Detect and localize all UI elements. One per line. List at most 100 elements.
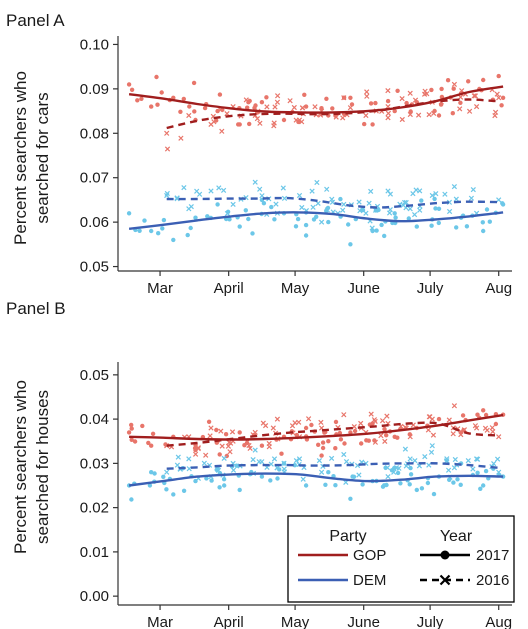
panel-b-point-dem-2016 bbox=[470, 466, 476, 472]
panel-b-point-dem-2017 bbox=[221, 477, 227, 482]
panel-a-point-dem-2016 bbox=[403, 199, 409, 206]
panel-a-point-gop-2016 bbox=[291, 104, 297, 111]
panel-a-point-gop-2016 bbox=[421, 91, 428, 97]
panel-b-point-gop-2017 bbox=[316, 442, 321, 447]
panel-a-point-dem-2016 bbox=[340, 207, 346, 213]
panel-b-point-gop-2017 bbox=[206, 419, 212, 424]
panel-a-point-gop-2017 bbox=[385, 98, 391, 104]
panel-a-point-gop-2017 bbox=[259, 100, 265, 105]
panel-a-point-dem-2017 bbox=[205, 214, 210, 219]
panel-a-y-tick-label: 0.06 bbox=[80, 214, 109, 231]
panel-b-point-dem-2016 bbox=[293, 457, 300, 464]
panel-b-point-dem-2017 bbox=[333, 483, 338, 488]
panel-a-point-gop-2017 bbox=[135, 98, 140, 103]
panel-b-point-dem-2016 bbox=[300, 476, 306, 482]
panel-a-point-gop-2016 bbox=[451, 81, 458, 88]
panel-b-point-gop-2017 bbox=[146, 440, 151, 446]
panel-b-point-gop-2016 bbox=[226, 439, 232, 446]
panel-b-point-gop-2016 bbox=[430, 432, 437, 438]
panel-a-point-gop-2017 bbox=[499, 103, 504, 108]
panel-b-x-tick-label: June bbox=[347, 614, 380, 629]
panel-a-point-dem-2016 bbox=[413, 187, 419, 193]
panel-b-fit-line-gop-2017 bbox=[129, 413, 504, 441]
panel-a-point-dem-2016 bbox=[417, 188, 423, 194]
legend-2016-label: 2016 bbox=[476, 572, 509, 589]
panel-b-point-dem-2016 bbox=[445, 467, 452, 473]
panel-a-ylabel-line2: searched for cars bbox=[33, 92, 52, 223]
panel-b-point-dem-2017 bbox=[408, 472, 414, 477]
panel-a-point-gop-2017 bbox=[370, 122, 375, 127]
panel-b-point-gop-2016 bbox=[450, 431, 456, 437]
panel-a-point-dem-2016 bbox=[357, 208, 363, 214]
panel-a-point-dem-2017 bbox=[293, 224, 299, 229]
panel-b-point-gop-2017 bbox=[150, 431, 156, 436]
panel-a-y-tick-label: 0.08 bbox=[80, 125, 109, 142]
panel-b-point-gop-2017 bbox=[326, 439, 331, 444]
panel-a-point-gop-2016 bbox=[333, 114, 339, 120]
panel-b-point-dem-2016 bbox=[343, 458, 350, 465]
panel-a-point-gop-2017 bbox=[302, 92, 307, 98]
panel-a-point-dem-2017 bbox=[436, 220, 441, 226]
panel-a-x-tick-label: June bbox=[347, 280, 380, 297]
panel-a-point-dem-2016 bbox=[224, 210, 231, 217]
panel-b-point-gop-2017 bbox=[352, 428, 358, 434]
panel-b-point-dem-2017 bbox=[234, 463, 239, 468]
panel-b-point-dem-2017 bbox=[481, 483, 486, 488]
panel-a-point-gop-2016 bbox=[164, 146, 171, 152]
panel-b-point-gop-2017 bbox=[483, 412, 489, 418]
panel-b-point-dem-2017 bbox=[360, 482, 365, 487]
legend-gop-label: GOP bbox=[353, 547, 386, 564]
panel-a-point-dem-2017 bbox=[137, 228, 142, 233]
panel-b-point-gop-2017 bbox=[132, 439, 138, 444]
panel-a-point-gop-2017 bbox=[236, 122, 241, 127]
panel-b-point-dem-2016 bbox=[250, 456, 256, 463]
panel-a-point-dem-2016 bbox=[366, 200, 372, 206]
panel-b-point-dem-2016 bbox=[474, 456, 481, 462]
panel-b-point-gop-2016 bbox=[270, 425, 276, 431]
panel-b-point-dem-2017 bbox=[149, 470, 154, 475]
panel-b-point-gop-2016 bbox=[358, 420, 364, 427]
panel-a-point-gop-2017 bbox=[191, 80, 197, 86]
panel-a-point-dem-2017 bbox=[188, 225, 193, 231]
panel-b-y-tick-label: 0.03 bbox=[80, 455, 109, 472]
panel-a-point-dem-2017 bbox=[237, 224, 242, 229]
panel-b-point-gop-2017 bbox=[337, 430, 343, 436]
panel-a-point-gop-2017 bbox=[192, 109, 197, 114]
panel-b-point-dem-2016 bbox=[174, 462, 181, 468]
panel-b-y-tick-label: 0.02 bbox=[80, 500, 109, 517]
panel-a-point-dem-2016 bbox=[164, 190, 170, 197]
panel-b-point-gop-2016 bbox=[229, 429, 236, 435]
panel-a-point-gop-2016 bbox=[457, 106, 463, 112]
panel-b-point-dem-2016 bbox=[318, 469, 325, 475]
panel-b-point-gop-2016 bbox=[192, 451, 199, 457]
panel-b-point-gop-2016 bbox=[218, 428, 224, 434]
panel-b-ticks: 0.00 0.01 0.02 0.03 0.04 0.05 Mar April May June J… bbox=[80, 367, 512, 629]
panel-a-point-dem-2016 bbox=[318, 219, 325, 225]
panel-b-point-gop-2016 bbox=[260, 420, 266, 426]
panel-a-point-gop-2016 bbox=[471, 93, 477, 99]
panel-a-point-dem-2016 bbox=[468, 195, 475, 201]
panel-a-point-gop-2016 bbox=[341, 95, 347, 101]
panel-a-points bbox=[126, 73, 506, 247]
panel-a-point-dem-2016 bbox=[281, 195, 288, 202]
panel-b-x-tick-label: Aug bbox=[485, 614, 512, 629]
panel-a-point-dem-2017 bbox=[464, 224, 470, 229]
panel-b-point-gop-2016 bbox=[247, 445, 253, 452]
panel-b-point-dem-2017 bbox=[451, 480, 456, 485]
panel-a-point-dem-2017 bbox=[149, 228, 154, 234]
panel-a-point-gop-2017 bbox=[458, 100, 463, 106]
panel-b-point-gop-2016 bbox=[461, 427, 468, 433]
panel-a-point-gop-2016 bbox=[364, 93, 370, 99]
panel-b-y-tick-label: 0.00 bbox=[80, 588, 109, 605]
panel-b-point-gop-2016 bbox=[227, 449, 233, 455]
panel-b-point-gop-2017 bbox=[320, 445, 326, 451]
panel-b-point-gop-2016 bbox=[274, 416, 281, 422]
panel-a-point-dem-2017 bbox=[193, 215, 198, 220]
panel-a-point-dem-2016 bbox=[257, 186, 263, 192]
panel-b-point-dem-2017 bbox=[408, 465, 413, 471]
panel-a-title: Panel A bbox=[6, 11, 65, 30]
panel-a-point-gop-2016 bbox=[164, 130, 170, 136]
panel-a-point-dem-2017 bbox=[171, 237, 176, 243]
panel-b-point-dem-2017 bbox=[455, 477, 460, 482]
